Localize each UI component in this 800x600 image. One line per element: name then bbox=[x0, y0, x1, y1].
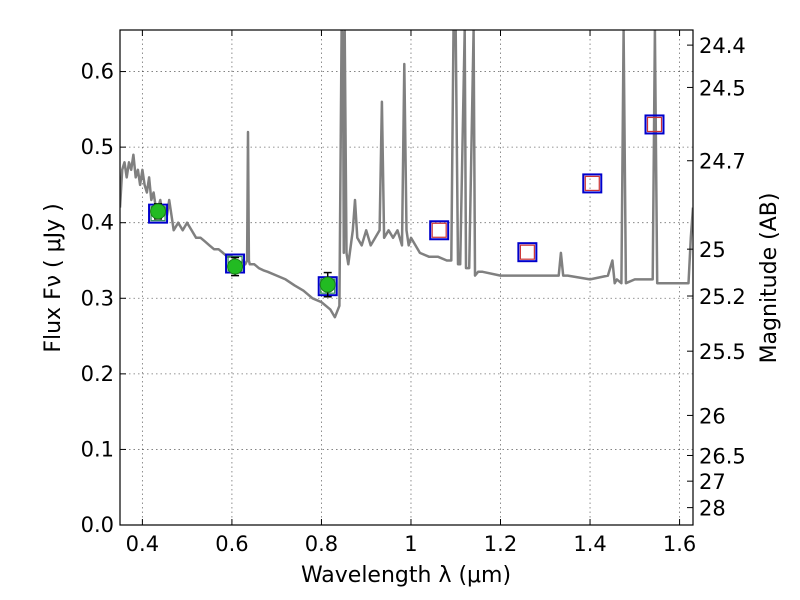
model-flux-inner bbox=[584, 175, 600, 192]
right-axis-label: Magnitude (AB) bbox=[757, 193, 782, 364]
magnitude-tick-label: 26.5 bbox=[699, 444, 746, 468]
x-tick-label: 0.6 bbox=[215, 532, 248, 556]
model-flux-square bbox=[429, 220, 450, 241]
y-tick-label: 0.0 bbox=[81, 513, 114, 537]
x-tick-label: 1.2 bbox=[484, 532, 517, 556]
axis-ticks: 0.4 0.6 0.8 1 1.2 1.4 1.6 0.0 0.1 0.2 0.3 0.4 0.5 0.6… bbox=[81, 30, 746, 556]
magnitude-tick-label: 26 bbox=[699, 404, 726, 428]
x-tick-label: 1 bbox=[404, 532, 417, 556]
magnitude-tick-label: 25.2 bbox=[699, 285, 746, 309]
sed-line bbox=[120, 30, 693, 319]
model-flux-square bbox=[517, 242, 538, 263]
x-tick-label: 0.8 bbox=[305, 532, 338, 556]
observed-flux-point bbox=[319, 276, 336, 293]
magnitude-tick-label: 28 bbox=[699, 497, 726, 521]
photometry-markers bbox=[148, 114, 665, 298]
observed-flux-point bbox=[150, 203, 167, 220]
magnitude-tick-label: 24.7 bbox=[699, 150, 746, 174]
y-tick-label: 0.4 bbox=[81, 211, 114, 235]
magnitude-tick-label: 25.5 bbox=[699, 340, 746, 364]
model-flux-inner bbox=[646, 116, 663, 133]
y-tick-label: 0.1 bbox=[81, 437, 114, 461]
y-tick-label: 0.6 bbox=[81, 60, 114, 84]
model-flux-inner bbox=[431, 222, 447, 238]
plot-frame bbox=[119, 29, 694, 526]
magnitude-tick-label: 24.4 bbox=[699, 34, 746, 58]
magnitude-tick-label: 25 bbox=[699, 238, 726, 262]
x-tick-label: 1.4 bbox=[573, 532, 606, 556]
magnitude-tick-label: 24.5 bbox=[699, 76, 746, 100]
model-flux-inner bbox=[519, 244, 535, 260]
model-flux-square bbox=[582, 173, 603, 194]
x-tick-label: 1.6 bbox=[663, 532, 696, 556]
magnitude-tick-label: 27 bbox=[699, 470, 726, 494]
grid bbox=[120, 30, 693, 526]
model-flux-square bbox=[644, 114, 665, 135]
y-tick-label: 0.3 bbox=[81, 286, 114, 310]
observed-flux-point bbox=[227, 258, 244, 275]
y-axis-label: Flux Fν ( μJy ) bbox=[41, 203, 66, 352]
x-axis-label: Wavelength λ (μm) bbox=[301, 563, 511, 588]
x-tick-label: 0.4 bbox=[126, 532, 159, 556]
sed-model-curve bbox=[120, 30, 693, 319]
y-tick-label: 0.5 bbox=[81, 135, 114, 159]
y-tick-label: 0.2 bbox=[81, 362, 114, 386]
